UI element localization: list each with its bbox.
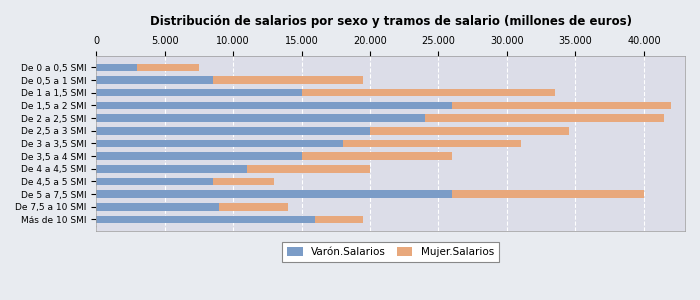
- Bar: [213, 76, 363, 84]
- Bar: [96, 203, 219, 211]
- Legend: Varón.Salarios, Mujer.Salarios: Varón.Salarios, Mujer.Salarios: [282, 242, 499, 262]
- Bar: [96, 152, 302, 160]
- Bar: [96, 114, 425, 122]
- Bar: [342, 140, 521, 147]
- Bar: [213, 178, 274, 185]
- Bar: [96, 127, 370, 134]
- Bar: [96, 178, 213, 185]
- Bar: [452, 190, 644, 198]
- Bar: [452, 102, 671, 109]
- Bar: [370, 127, 568, 134]
- Bar: [425, 114, 664, 122]
- Bar: [302, 89, 555, 97]
- Title: Distribución de salarios por sexo y tramos de salario (millones de euros): Distribución de salarios por sexo y tram…: [150, 15, 631, 28]
- Bar: [96, 89, 302, 97]
- Bar: [137, 64, 199, 71]
- Bar: [219, 203, 288, 211]
- Bar: [246, 165, 370, 172]
- Bar: [96, 102, 452, 109]
- Bar: [96, 165, 246, 172]
- Bar: [96, 76, 213, 84]
- Bar: [96, 216, 315, 223]
- Bar: [96, 140, 342, 147]
- Bar: [96, 64, 137, 71]
- Bar: [315, 216, 363, 223]
- Bar: [96, 190, 452, 198]
- Bar: [302, 152, 452, 160]
